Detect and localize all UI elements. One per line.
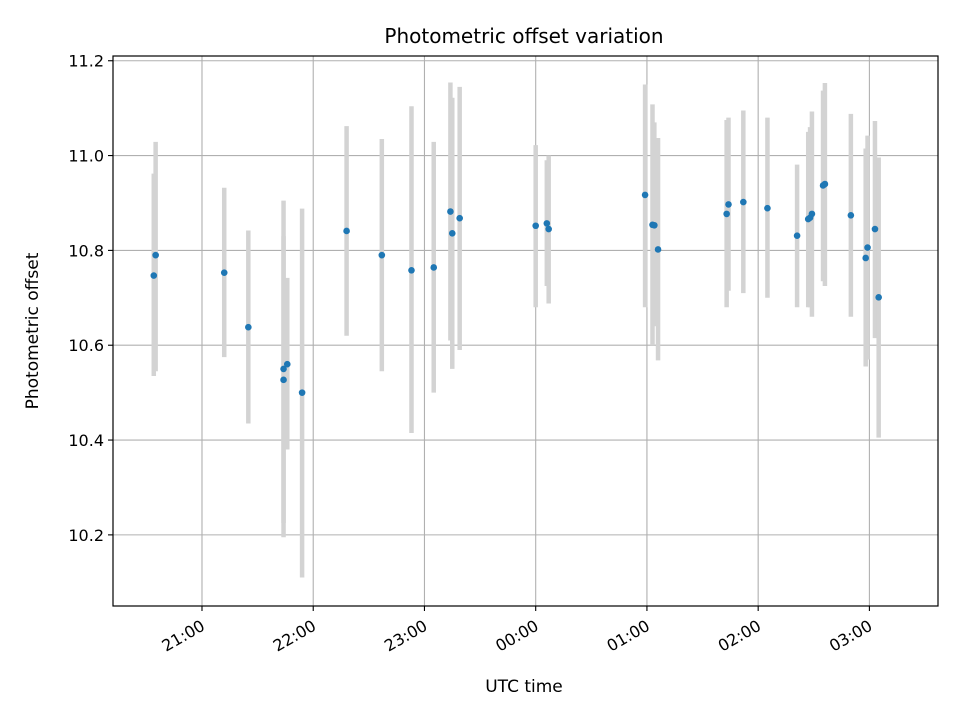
data-point: [532, 222, 539, 230]
data-point: [723, 210, 730, 218]
data-point: [150, 272, 158, 279]
plot-area-frame: [112, 55, 939, 607]
data-point: [378, 251, 386, 259]
data-point: [456, 214, 463, 222]
data-point: [764, 204, 771, 212]
data-point: [280, 365, 287, 373]
y-axis-title: Photometric offset: [23, 252, 43, 409]
data-points: [150, 180, 882, 396]
data-point: [543, 220, 551, 227]
data-point: [430, 264, 438, 271]
data-point: [725, 201, 732, 208]
data-point: [152, 251, 159, 259]
data-point: [808, 210, 816, 218]
data-point: [280, 376, 287, 384]
y-tick-label: 11.0: [68, 147, 104, 166]
data-point: [862, 254, 869, 262]
data-point: [740, 198, 747, 206]
y-tick-label: 10.6: [68, 336, 104, 355]
x-axis-title: UTC time: [485, 677, 563, 697]
y-tick-label: 11.2: [68, 52, 104, 71]
data-point: [875, 294, 882, 301]
data-point: [871, 225, 879, 233]
data-point: [821, 180, 829, 188]
data-point: [864, 244, 871, 251]
data-point: [847, 212, 855, 219]
y-axis-ticks: 10.2 10.4 10.6 10.8 11.0 11.2: [68, 52, 113, 545]
data-point: [283, 360, 291, 368]
data-point: [298, 389, 306, 396]
data-point: [793, 232, 801, 239]
data-point: [448, 230, 456, 237]
data-point: [408, 267, 415, 274]
data-point: [651, 221, 658, 229]
data-point: [447, 208, 454, 215]
y-tick-label: 10.2: [68, 526, 104, 545]
chart-title: Photometric offset variation: [384, 24, 663, 48]
data-point: [343, 227, 350, 235]
data-point: [641, 191, 649, 199]
data-point: [545, 225, 552, 233]
data-point: [654, 246, 662, 253]
data-point: [220, 269, 228, 276]
y-tick-label: 10.4: [68, 431, 104, 450]
y-tick-label: 10.8: [68, 241, 104, 260]
data-point: [245, 323, 252, 331]
